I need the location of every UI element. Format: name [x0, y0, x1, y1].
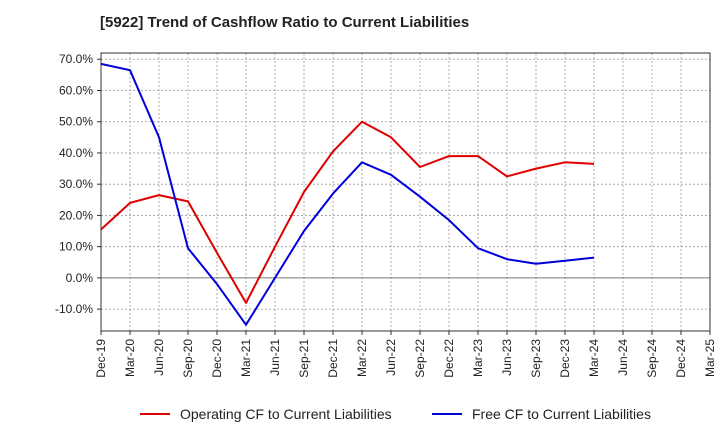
- x-tick-label: Dec-23: [558, 339, 572, 378]
- y-tick-label: 40.0%: [59, 146, 93, 160]
- x-tick-label: Dec-20: [210, 339, 224, 378]
- x-tick-label: Sep-22: [413, 339, 427, 378]
- x-tick-label: Dec-24: [674, 339, 688, 378]
- x-tick-label: Mar-24: [587, 339, 601, 377]
- x-tick-label: Sep-23: [529, 339, 543, 378]
- y-tick-label: 20.0%: [59, 208, 93, 222]
- x-tick-label: Jun-20: [152, 339, 166, 376]
- x-tick-label: Sep-20: [181, 339, 195, 378]
- x-tick-label: Mar-20: [123, 339, 137, 377]
- x-tick-label: Dec-21: [326, 339, 340, 378]
- y-tick-label: 0.0%: [66, 271, 94, 285]
- y-tick-label: 30.0%: [59, 177, 93, 191]
- y-tick-label: -10.0%: [55, 302, 93, 316]
- x-tick-label: Sep-24: [645, 339, 659, 378]
- y-tick-label: 50.0%: [59, 115, 93, 129]
- x-tick-label: Mar-22: [355, 339, 369, 377]
- x-tick-label: Jun-21: [268, 339, 282, 376]
- y-tick-label: 60.0%: [59, 83, 93, 97]
- chart-title: [5922] Trend of Cashflow Ratio to Curren…: [100, 14, 470, 31]
- legend-label-1: Operating CF to Current Liabilities: [180, 406, 392, 422]
- series-line-1: [100, 120, 595, 304]
- y-tick-label: 10.0%: [59, 240, 93, 254]
- x-tick-label: Mar-23: [471, 339, 485, 377]
- x-tick-label: Dec-19: [94, 339, 108, 378]
- x-tick-label: Jun-23: [500, 339, 514, 376]
- x-tick-label: Jun-24: [616, 339, 630, 376]
- legend-label-2: Free CF to Current Liabilities: [472, 406, 651, 422]
- x-tick-label: Sep-21: [297, 339, 311, 378]
- y-tick-label: 70.0%: [59, 52, 93, 66]
- x-tick-label: Dec-22: [442, 339, 456, 378]
- plot-area: [100, 52, 711, 332]
- x-tick-label: Mar-21: [239, 339, 253, 377]
- series-line-2: [100, 62, 595, 326]
- x-tick-label: Mar-25: [703, 339, 717, 377]
- x-tick-label: Jun-22: [384, 339, 398, 376]
